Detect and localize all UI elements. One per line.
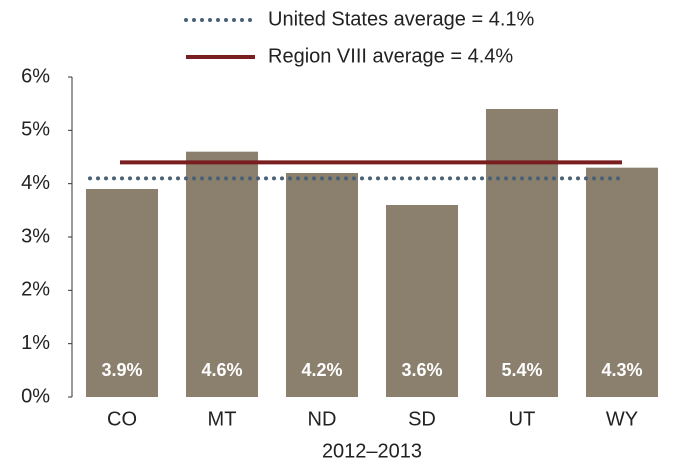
- legend-label: United States average = 4.1%: [268, 8, 534, 30]
- y-tick-label: 3%: [21, 225, 50, 247]
- legend-label: Region VIII average = 4.4%: [268, 45, 513, 67]
- bar: [586, 167, 658, 397]
- bar: [486, 109, 558, 397]
- bar: [386, 205, 458, 397]
- y-tick-label: 0%: [21, 385, 50, 407]
- value-label: 4.2%: [301, 360, 342, 380]
- y-tick-label: 6%: [21, 65, 50, 87]
- x-tick-label: UT: [509, 408, 536, 430]
- y-tick-label: 2%: [21, 279, 50, 301]
- x-tick-label: CO: [107, 408, 137, 430]
- value-label: 3.9%: [101, 360, 142, 380]
- y-tick-label: 4%: [21, 172, 50, 194]
- value-label: 4.6%: [201, 360, 242, 380]
- y-tick-label: 5%: [21, 119, 50, 141]
- x-axis-label: 2012–2013: [322, 440, 422, 462]
- x-tick-label: MT: [208, 408, 237, 430]
- value-label: 5.4%: [501, 360, 542, 380]
- y-tick-label: 1%: [21, 332, 50, 354]
- bar: [286, 173, 358, 397]
- value-label: 4.3%: [601, 360, 642, 380]
- bar: [86, 189, 158, 397]
- x-tick-label: ND: [308, 408, 337, 430]
- x-tick-label: SD: [408, 408, 436, 430]
- value-label: 3.6%: [401, 360, 442, 380]
- x-tick-label: WY: [606, 408, 638, 430]
- bar: [186, 151, 258, 397]
